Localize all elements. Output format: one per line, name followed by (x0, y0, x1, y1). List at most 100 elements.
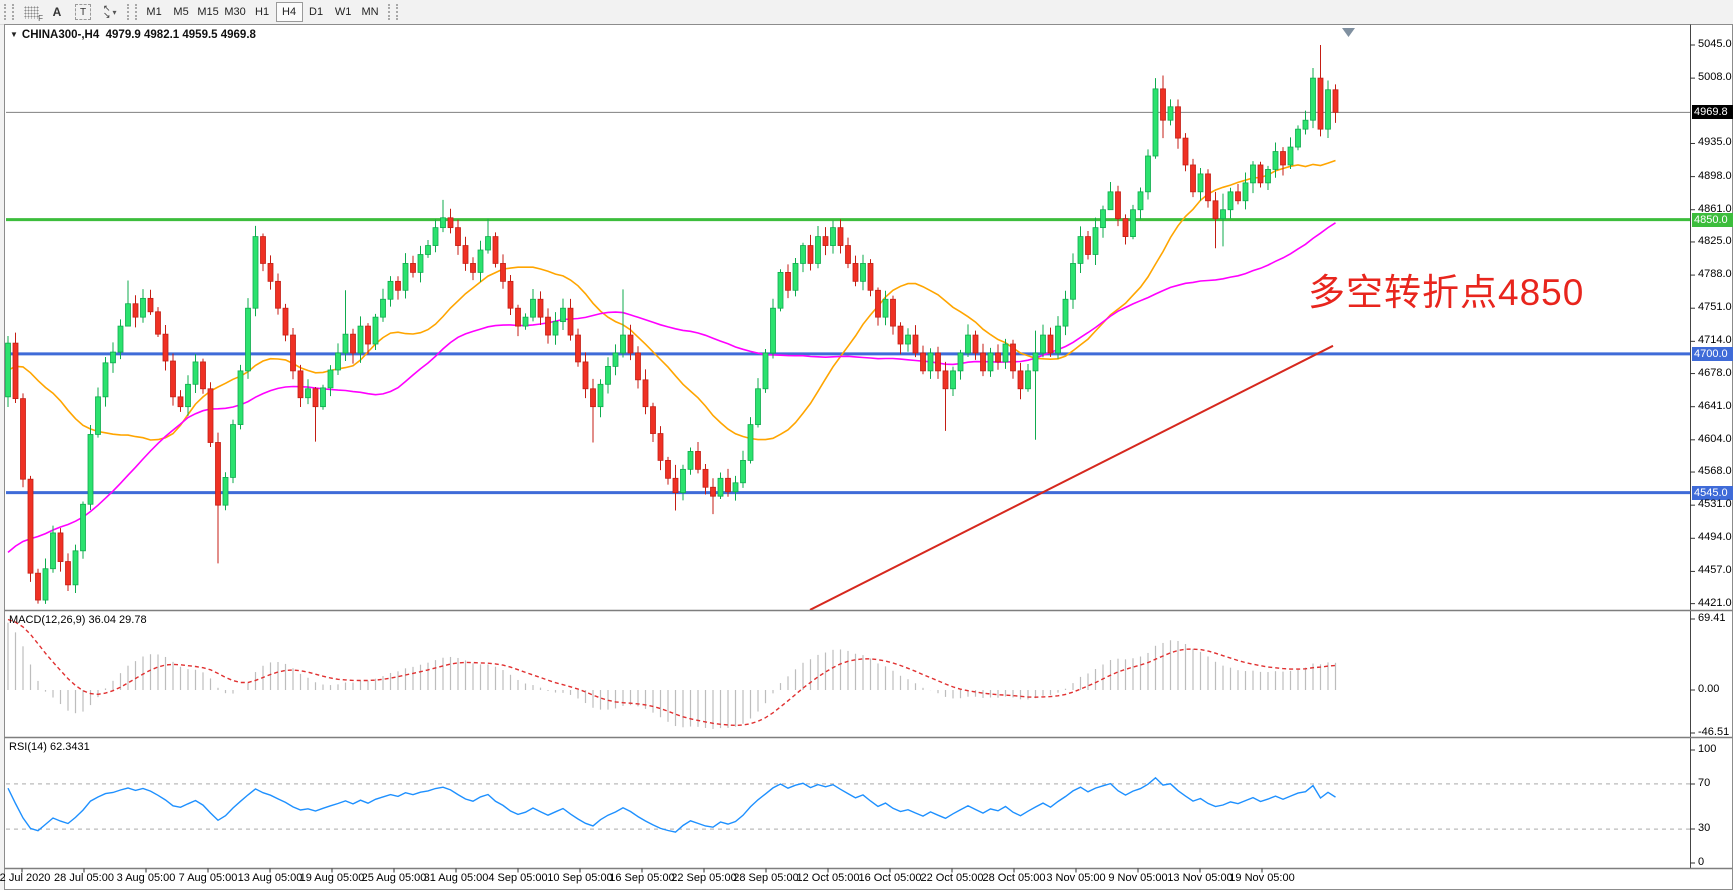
candle-body (1145, 155, 1151, 193)
candle-body (897, 325, 904, 345)
candle-body (980, 352, 986, 372)
trendline[interactable] (809, 344, 1334, 610)
time-axis-label: 22 Oct 05:00 (920, 872, 984, 884)
candle-body (687, 451, 694, 470)
candle-body (1317, 77, 1324, 130)
timeframe-d1-button[interactable]: D1 (303, 2, 330, 22)
text-box-tool-button[interactable]: T (70, 2, 96, 22)
candle-body (665, 459, 671, 479)
candle-body (1025, 370, 1031, 390)
time-axis-label: 13 Nov 05:00 (1167, 872, 1233, 884)
timeframe-w1-button[interactable]: W1 (330, 2, 357, 22)
candle-body (237, 370, 244, 425)
candle-body (162, 333, 169, 362)
candle-body (125, 303, 131, 327)
candle-body (72, 550, 79, 586)
candle-body (1272, 151, 1279, 170)
candle-body (770, 307, 776, 354)
candle-body (965, 334, 971, 354)
candle-body (1032, 352, 1039, 372)
candle-body (545, 316, 551, 336)
candle-body (785, 271, 791, 291)
candle-body (1010, 343, 1016, 372)
time-axis-label: 4 Sep 05:00 (488, 872, 548, 884)
candle-body (792, 263, 799, 291)
candle-body (455, 227, 461, 246)
time-axis-label: 31 Aug 05:00 (423, 872, 489, 884)
time-axis-label: 28 Oct 05:00 (982, 872, 1046, 884)
time-axis-label: 9 Nov 05:00 (1108, 872, 1168, 884)
candle-body (1197, 173, 1204, 193)
ohlc-values: 4979.9 4982.1 4959.5 4969.8 (105, 29, 256, 41)
timeframe-m30-button[interactable]: M30 (222, 2, 249, 22)
time-axis-label: 13 Aug 05:00 (237, 872, 303, 884)
arrows-tool-button[interactable]: ↖ ↘ ▾ (98, 2, 122, 22)
candle-body (342, 333, 349, 354)
price-axis-label: 4751.0 (1698, 301, 1732, 313)
candle-body (1182, 137, 1189, 166)
candle-body (27, 478, 34, 574)
macd-indicator-label: MACD(12,26,9) 36.04 29.78 (9, 614, 147, 626)
chart-text-annotation[interactable]: 多空转折点4850 (1308, 272, 1585, 313)
candle-body (20, 398, 26, 480)
time-axis-label: 10 Sep 05:00 (547, 872, 613, 884)
candle-body (740, 459, 746, 484)
candle-body (290, 334, 296, 372)
candle-body (477, 249, 484, 273)
text-label-tool-button[interactable]: A (46, 2, 68, 22)
candle-body (1167, 106, 1174, 121)
candle-body (957, 352, 964, 372)
toolbar-drag-handle[interactable] (4, 4, 14, 20)
time-axis-label: 12 Oct 05:00 (796, 872, 860, 884)
arrows-icon: ↖ ↘ (103, 3, 111, 20)
dropdown-caret-icon[interactable]: ▾ (112, 7, 117, 17)
candle-body (387, 280, 394, 300)
candle-body (110, 351, 116, 364)
candle-body (440, 217, 446, 229)
grid-tool-button[interactable]: F (19, 2, 44, 23)
candle-body (297, 370, 304, 399)
candle-body (425, 245, 431, 255)
grid-icon: F (24, 5, 43, 23)
candle-body (935, 352, 941, 372)
candle-body (117, 325, 124, 353)
candle-body (87, 434, 94, 505)
timeframe-m15-button[interactable]: M15 (195, 2, 222, 22)
candle-body (1107, 191, 1114, 211)
candle-body (567, 307, 574, 336)
candle-body (650, 406, 656, 434)
candle-body (1302, 119, 1309, 130)
price-axis-label: 4641.0 (1698, 400, 1732, 412)
timeframe-m1-button[interactable]: M1 (141, 2, 168, 22)
time-axis-label: 25 Aug 05:00 (361, 872, 427, 884)
timeframe-h4-button[interactable]: H4 (275, 2, 303, 22)
candle-body (807, 245, 814, 264)
candle-body (357, 325, 364, 354)
candle-body (147, 297, 154, 313)
toolbar-drag-handle[interactable] (126, 4, 137, 20)
symbol-collapse-icon[interactable]: ▼ (10, 30, 18, 39)
candle-body (1280, 151, 1286, 166)
rsi-scale-label: 0 (1698, 856, 1705, 868)
candle-body (500, 263, 506, 282)
timeframe-mn-button[interactable]: MN (357, 2, 384, 22)
candle-body (1100, 209, 1106, 229)
price-axis-label: 4714.0 (1698, 334, 1732, 346)
candle-body (327, 369, 334, 389)
price-axis-label: 4494.0 (1698, 531, 1732, 543)
timeframe-buttons-group: M1 M5 M15 M30 H1 H4 D1 W1 MN (141, 2, 384, 22)
candle-body (815, 236, 821, 264)
toolbar-drag-handle[interactable] (387, 4, 398, 20)
chart-shift-marker-icon[interactable] (1342, 28, 1355, 37)
timeframe-h1-button[interactable]: H1 (249, 2, 276, 22)
candle-body (515, 307, 521, 327)
timeframe-m5-button[interactable]: M5 (168, 2, 195, 22)
macd-scale-label: 69.41 (1698, 612, 1726, 624)
price-axis-label: 5045.0 (1698, 38, 1732, 50)
candle-body (335, 352, 341, 371)
price-axis-label: 4678.0 (1698, 367, 1732, 379)
candle-body (612, 352, 619, 367)
price-axis-label: 4457.0 (1698, 564, 1732, 576)
price-axis-label: 4898.0 (1698, 170, 1732, 182)
